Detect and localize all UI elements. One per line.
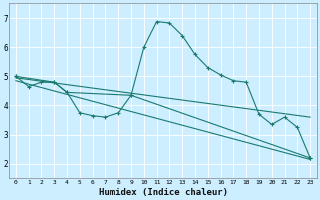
X-axis label: Humidex (Indice chaleur): Humidex (Indice chaleur) xyxy=(99,188,228,197)
